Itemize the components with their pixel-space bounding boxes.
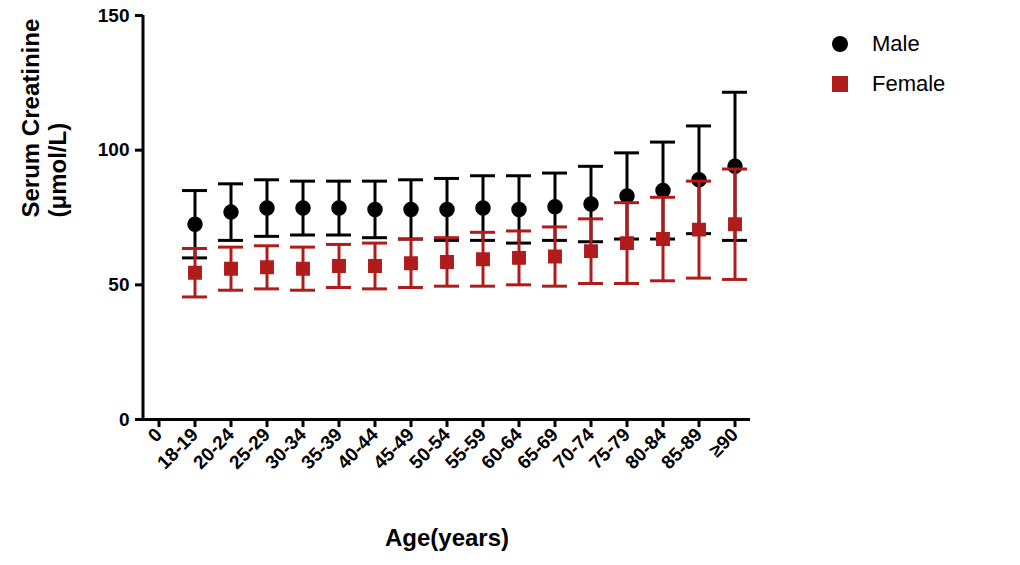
svg-text:100: 100 — [98, 139, 130, 160]
svg-text:25-29: 25-29 — [225, 424, 274, 473]
svg-text:55-59: 55-59 — [441, 424, 490, 473]
svg-text:75-79: 75-79 — [585, 424, 634, 473]
svg-text:65-69: 65-69 — [513, 424, 562, 473]
svg-text:20-24: 20-24 — [188, 423, 239, 473]
svg-text:70-74: 70-74 — [548, 423, 599, 473]
svg-text:85-89: 85-89 — [657, 424, 706, 473]
svg-text:Age(years): Age(years) — [385, 524, 509, 551]
svg-text:18-19: 18-19 — [153, 424, 202, 473]
svg-text:Serum Creatinine(μmol/L): Serum Creatinine(μmol/L) — [17, 19, 72, 218]
svg-text:150: 150 — [98, 5, 130, 26]
svg-text:0: 0 — [119, 409, 130, 430]
svg-text:0: 0 — [144, 424, 166, 446]
svg-text:30-34: 30-34 — [260, 423, 311, 473]
svg-text:40-44: 40-44 — [332, 423, 383, 473]
svg-text:50-54: 50-54 — [404, 423, 455, 473]
svg-text:≥90: ≥90 — [705, 424, 742, 461]
svg-text:35-39: 35-39 — [297, 424, 346, 473]
html-text:Male: Male — [872, 31, 920, 56]
svg-text:50: 50 — [108, 274, 129, 295]
svg-text:45-49: 45-49 — [369, 424, 418, 473]
html-text:Female: Female — [872, 71, 946, 96]
svg-text:60-64: 60-64 — [476, 423, 527, 473]
svg-text:80-84: 80-84 — [620, 423, 671, 473]
